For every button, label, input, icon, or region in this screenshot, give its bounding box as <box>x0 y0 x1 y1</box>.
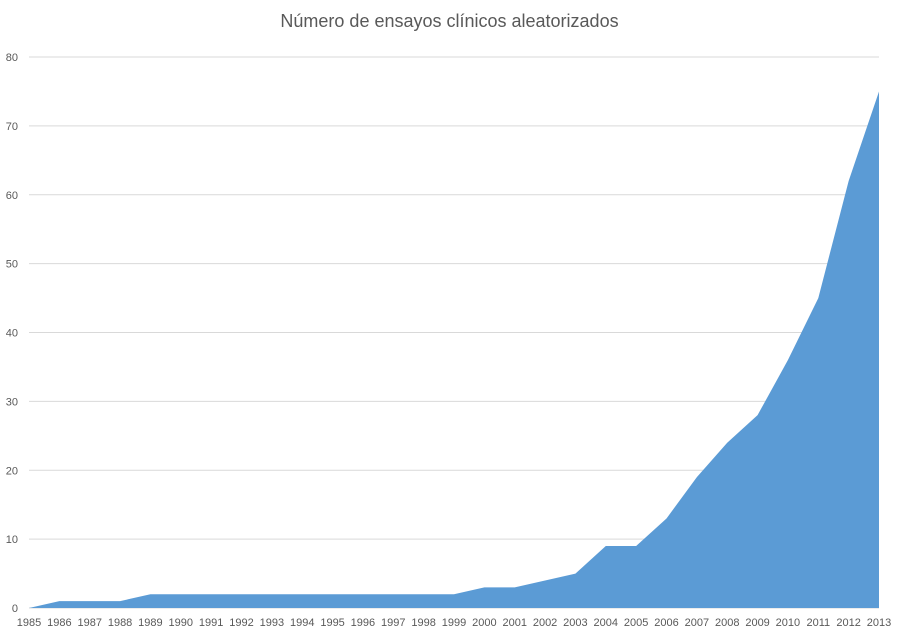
x-tick-label: 1986 <box>47 617 71 629</box>
y-axis-ticks: 0 10 20 30 40 50 60 70 80 <box>6 52 18 615</box>
x-tick-label: 2004 <box>594 617 618 629</box>
y-tick-label: 40 <box>6 328 18 340</box>
x-tick-label: 1988 <box>108 617 132 629</box>
x-tick-label: 1996 <box>351 617 375 629</box>
y-tick-label: 10 <box>6 534 18 546</box>
x-tick-label: 1991 <box>199 617 223 629</box>
x-tick-label: 2008 <box>715 617 739 629</box>
x-tick-label: 2001 <box>502 617 526 629</box>
x-tick-label: 1990 <box>169 617 193 629</box>
y-tick-label: 0 <box>12 603 18 615</box>
x-tick-label: 2012 <box>836 617 860 629</box>
x-tick-label: 2002 <box>533 617 557 629</box>
y-tick-label: 20 <box>6 465 18 477</box>
x-tick-label: 1985 <box>17 617 41 629</box>
x-tick-label: 2009 <box>745 617 769 629</box>
x-tick-label: 2003 <box>563 617 587 629</box>
x-tick-label: 2011 <box>806 617 830 629</box>
x-tick-label: 1998 <box>411 617 435 629</box>
x-tick-label: 1997 <box>381 617 405 629</box>
x-tick-label: 2006 <box>654 617 678 629</box>
y-tick-label: 50 <box>6 259 18 271</box>
y-tick-label: 30 <box>6 396 18 408</box>
area-series-fill <box>29 91 879 608</box>
area-series <box>29 91 879 608</box>
y-tick-label: 60 <box>6 190 18 202</box>
chart-title: Número de ensayos clínicos aleatorizados <box>280 11 619 31</box>
x-tick-label: 1993 <box>260 617 284 629</box>
y-tick-label: 70 <box>6 121 18 133</box>
x-tick-label: 1987 <box>77 617 101 629</box>
x-tick-label: 1999 <box>442 617 466 629</box>
x-tick-label: 1994 <box>290 617 314 629</box>
x-tick-label: 1989 <box>138 617 162 629</box>
x-tick-label: 2007 <box>685 617 709 629</box>
x-tick-label: 2013 <box>867 617 891 629</box>
x-tick-label: 1992 <box>229 617 253 629</box>
y-tick-label: 80 <box>6 52 18 64</box>
x-axis-ticks: 1985 1986 1987 1988 1989 1990 1991 1992 1993 1994… <box>17 617 891 629</box>
x-tick-label: 2010 <box>776 617 800 629</box>
x-tick-label: 2005 <box>624 617 648 629</box>
x-tick-label: 2000 <box>472 617 496 629</box>
x-tick-label: 1995 <box>320 617 344 629</box>
